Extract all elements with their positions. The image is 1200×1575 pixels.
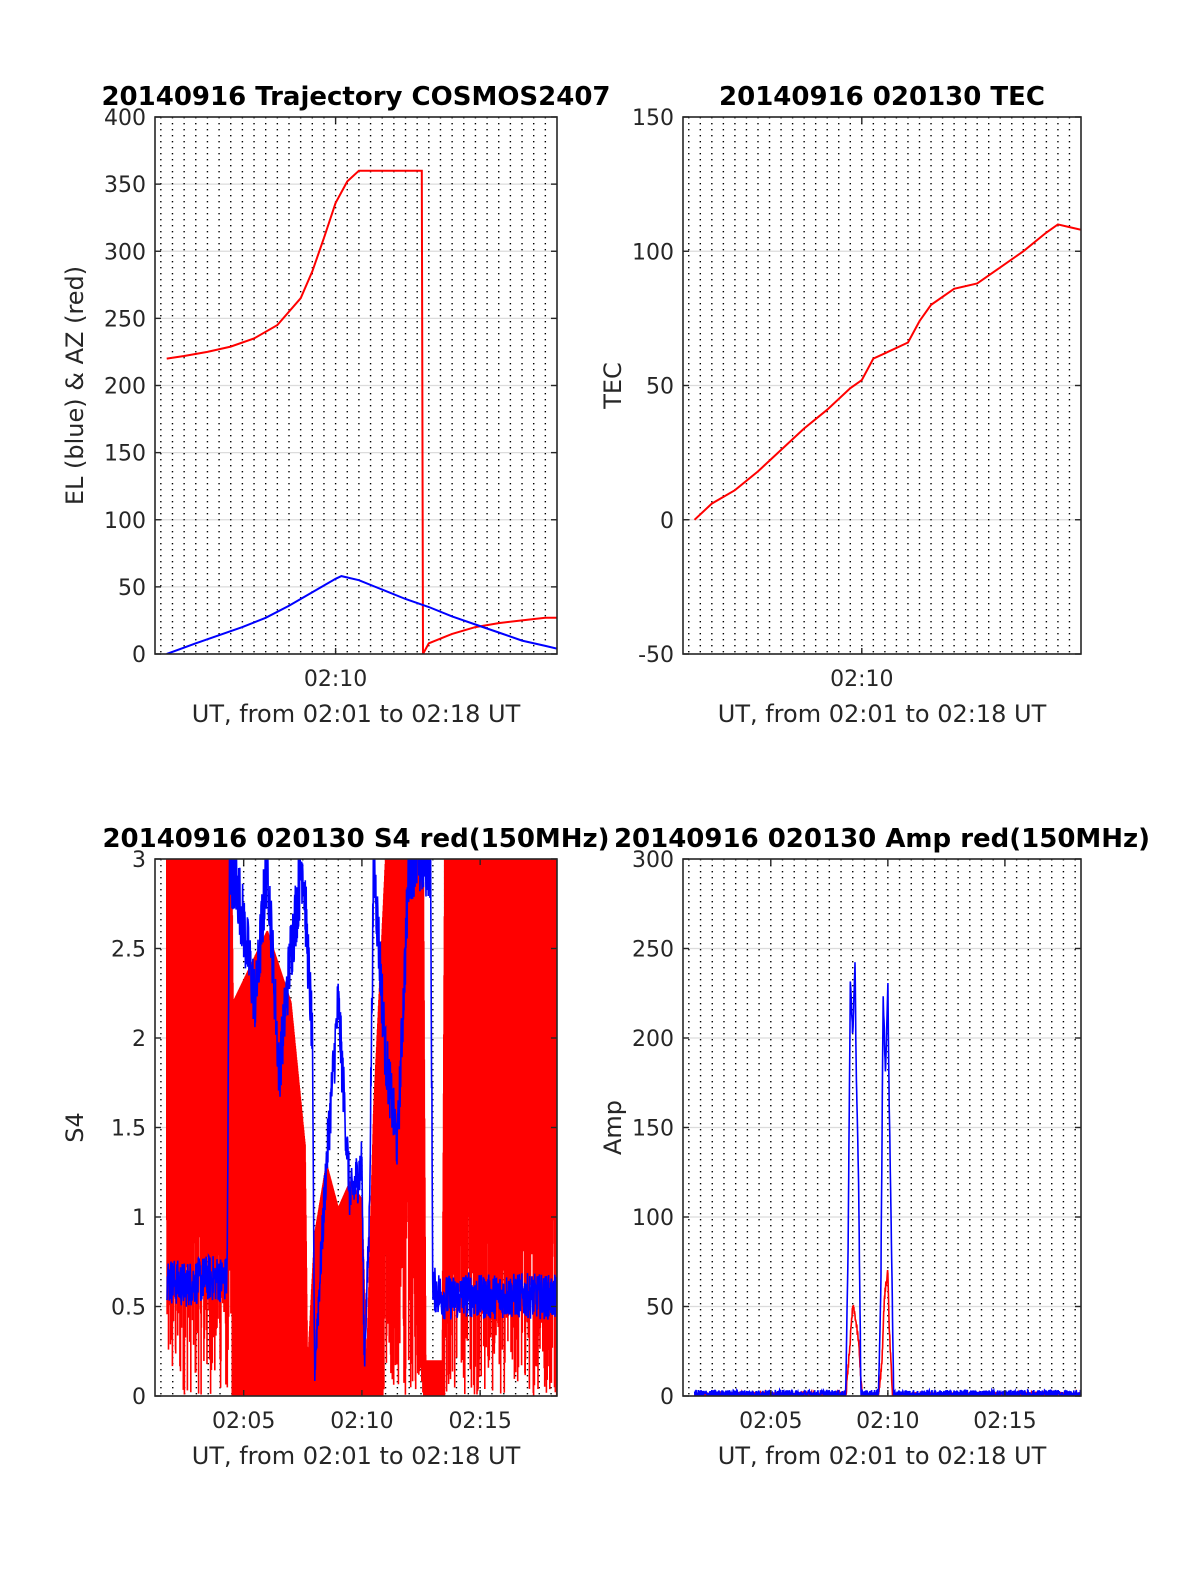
x-tick-label: 02:15 xyxy=(973,1409,1036,1434)
y-tick-label: 50 xyxy=(646,375,674,400)
x-axis-label: UT, from 02:01 to 02:18 UT xyxy=(718,1442,1047,1470)
y-tick-label: 0 xyxy=(132,1385,146,1410)
subplot-s4: 0 0.5 1 1.5 2 2.5 3 02:05 02:10 02:15 20140916 020… xyxy=(61,824,610,1470)
y-tick-label: 300 xyxy=(632,848,674,873)
x-tick-label: 02:10 xyxy=(304,667,367,692)
plot-area xyxy=(166,169,557,654)
y-tick-label: 100 xyxy=(104,509,146,534)
y-tick-label: 250 xyxy=(104,307,146,332)
x-tick-label: 02:10 xyxy=(330,1409,393,1434)
chart-title: 20140916 020130 S4 red(150MHz) xyxy=(102,824,609,854)
y-tick-label: 200 xyxy=(104,375,146,400)
chart-title: 20140916 Trajectory COSMOS2407 xyxy=(101,82,610,112)
y-tick-label: 50 xyxy=(646,1296,674,1321)
y-tick-label: 1 xyxy=(132,1206,146,1231)
y-tick-label: 0 xyxy=(660,509,674,534)
y-tick-label: 3 xyxy=(132,848,146,873)
y-tick-label: 50 xyxy=(118,576,146,601)
y-tick-label: 350 xyxy=(104,173,146,198)
y-axis-label: Amp xyxy=(599,1100,627,1155)
y-axis-label: S4 xyxy=(61,1112,89,1143)
series-line-blue xyxy=(693,962,1081,1396)
y-tick-label: 100 xyxy=(632,240,674,265)
x-axis-label: UT, from 02:01 to 02:18 UT xyxy=(192,700,521,728)
y-tick-label: 150 xyxy=(632,106,674,131)
x-tick-label: 02:05 xyxy=(739,1409,802,1434)
y-tick-label: 0 xyxy=(132,643,146,668)
plot-area xyxy=(693,962,1081,1396)
x-tick-label: 02:15 xyxy=(448,1409,511,1434)
x-tick-label: 02:05 xyxy=(212,1409,275,1434)
y-tick-label: 0.5 xyxy=(111,1296,146,1321)
y-tick-label: 200 xyxy=(632,1027,674,1052)
series-band-red xyxy=(166,859,557,1396)
series-line-blue xyxy=(166,575,557,654)
subplot-trajectory: 0 50 100 150 200 250 300 350 400 02:10 20140916 Tr… xyxy=(61,82,611,728)
y-tick-label: 150 xyxy=(104,442,146,467)
plot-area xyxy=(166,859,557,1396)
y-tick-label: 100 xyxy=(632,1206,674,1231)
series-line-blue xyxy=(166,859,557,1382)
plot-area xyxy=(693,223,1081,521)
x-axis-label: UT, from 02:01 to 02:18 UT xyxy=(718,700,1047,728)
y-axis-label: TEC xyxy=(599,362,627,410)
x-tick-label: 02:10 xyxy=(830,667,893,692)
x-tick-label: 02:10 xyxy=(856,1409,919,1434)
y-tick-label: -50 xyxy=(638,643,674,668)
y-tick-label: 2.5 xyxy=(111,938,146,963)
y-tick-label: 150 xyxy=(632,1117,674,1142)
series-line-red xyxy=(693,223,1081,521)
y-tick-label: 0 xyxy=(660,1385,674,1410)
y-tick-label: 300 xyxy=(104,240,146,265)
y-tick-label: 250 xyxy=(632,938,674,963)
subplot-tec: -50 0 50 100 150 02:10 20140916 020130 TEC UT, … xyxy=(599,82,1082,728)
subplot-amp: 0 50 100 150 200 250 300 02:05 02:10 02:15 2014091… xyxy=(599,824,1150,1470)
y-tick-label: 2 xyxy=(132,1027,146,1052)
x-axis-label: UT, from 02:01 to 02:18 UT xyxy=(192,1442,521,1470)
y-tick-label: 400 xyxy=(104,106,146,131)
y-tick-label: 1.5 xyxy=(111,1117,146,1142)
chart-title: 20140916 020130 TEC xyxy=(719,82,1045,112)
series-line-red xyxy=(166,169,557,654)
y-axis-label: EL (blue) & AZ (red) xyxy=(61,266,89,505)
chart-title: 20140916 020130 Amp red(150MHz) xyxy=(614,824,1150,854)
